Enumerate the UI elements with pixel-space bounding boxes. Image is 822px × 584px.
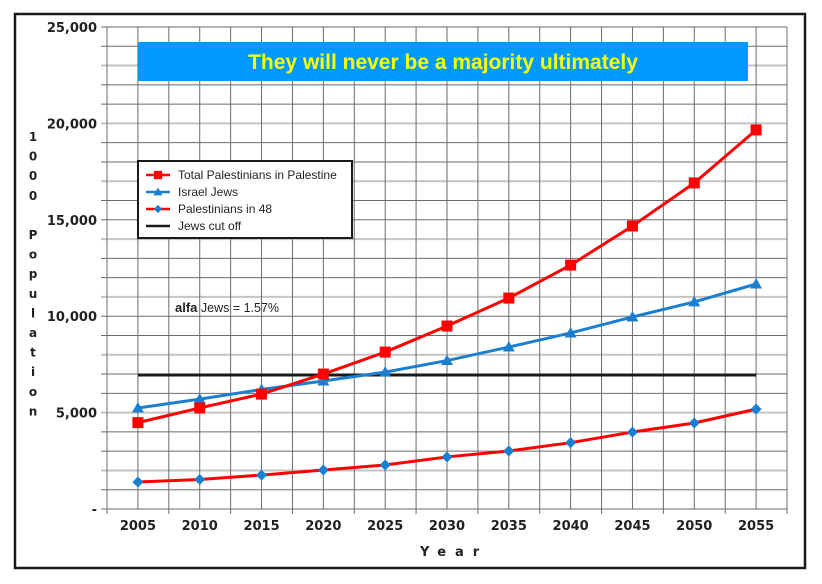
title-background: [138, 42, 748, 81]
data-point-square: [503, 292, 515, 304]
y-axis-ticks: - 5,000 10,000 15,000 20,000 25,000: [47, 21, 97, 518]
data-point-square: [194, 402, 206, 414]
series-layer: [131, 124, 763, 488]
data-point-square: [132, 417, 144, 429]
grid: [101, 26, 788, 514]
y-axis-label-char: 0: [29, 189, 37, 203]
x-axis-ticks: 2005 2010 2015 2020 2025 2030 2035 2040 2045 2050…: [120, 519, 774, 534]
y-axis-label-char: o: [29, 385, 37, 399]
x-tick-label: 2005: [120, 519, 156, 534]
y-axis-label-char: 1: [29, 130, 37, 144]
data-point-square: [565, 259, 577, 271]
y-axis-label-char: n: [29, 404, 38, 418]
data-point-square: [626, 220, 638, 232]
y-tick-label: 15,000: [47, 214, 97, 229]
data-point-triangle: [626, 310, 639, 322]
data-point-square: [750, 124, 762, 136]
x-tick-label: 2015: [243, 519, 279, 534]
y-axis-label-char: 0: [29, 169, 37, 183]
legend-label: Palestinians in 48: [178, 202, 272, 216]
data-point-diamond: [153, 204, 163, 214]
data-point-square: [688, 177, 700, 189]
data-point-triangle: [131, 401, 144, 413]
data-point-diamond: [750, 403, 762, 415]
data-point-triangle: [379, 366, 392, 377]
y-tick-label: 5,000: [56, 407, 97, 422]
data-point-triangle: [688, 295, 701, 307]
series-palestinians-in-48: [132, 403, 762, 488]
y-tick-label: -: [92, 503, 97, 518]
data-point-square: [441, 320, 453, 332]
y-tick-label: 10,000: [47, 310, 97, 325]
y-axis-label-char: 0: [29, 150, 37, 164]
data-point-triangle: [317, 374, 330, 386]
data-point-diamond: [132, 476, 144, 488]
data-point-square: [379, 346, 391, 358]
y-axis-label-char: u: [29, 287, 38, 301]
x-tick-label: 2055: [738, 519, 774, 534]
legend-label: Jews cut off: [178, 219, 242, 233]
y-axis-label-char: o: [29, 248, 37, 262]
legend-box: [137, 160, 353, 239]
y-axis-label-char: i: [31, 365, 35, 379]
data-point-square: [153, 170, 163, 180]
legend-label: Israel Jews: [178, 185, 238, 199]
data-point-diamond: [441, 451, 453, 463]
annotation-text: Jews = 1.57%: [197, 301, 279, 315]
data-point-square: [317, 368, 329, 380]
x-tick-label: 2025: [367, 519, 403, 534]
legend-item: Total Palestinians in Palestine: [146, 168, 337, 182]
data-point-triangle: [193, 393, 206, 404]
annotation-alfa: alfa Jews = 1.57%: [175, 300, 279, 315]
data-point-diamond: [317, 464, 329, 476]
y-axis-label-char: p: [29, 267, 38, 281]
y-axis-label-char: t: [30, 346, 36, 360]
legend-item: Israel Jews: [146, 185, 238, 199]
data-point-diamond: [565, 437, 577, 449]
legend-item: Palestinians in 48: [146, 202, 272, 216]
data-point-triangle: [441, 354, 453, 366]
data-point-diamond: [503, 445, 515, 457]
x-axis-label: Year: [419, 545, 488, 560]
data-point-diamond: [256, 469, 268, 481]
series-total-palestinians-in-palestine: [132, 124, 762, 429]
x-tick-label: 2040: [553, 519, 589, 534]
x-tick-label: 2035: [491, 519, 527, 534]
data-point-diamond: [626, 426, 638, 438]
data-point-triangle: [750, 278, 763, 289]
x-tick-label: 2045: [614, 519, 650, 534]
legend-item: Jews cut off: [146, 219, 242, 233]
chart-title-banner: They will never be a majority ultimately: [138, 42, 748, 81]
y-tick-label: 20,000: [47, 117, 97, 132]
legend-label: Total Palestinians in Palestine: [178, 168, 337, 182]
chart-frame: [13, 12, 807, 570]
data-point-diamond: [688, 417, 700, 429]
x-tick-label: 2020: [305, 519, 341, 534]
y-tick-label: 25,000: [47, 21, 97, 36]
y-axis-label-char: l: [31, 306, 35, 320]
y-axis-label-char: a: [29, 326, 37, 340]
annotation-bold: alfa: [175, 300, 198, 315]
x-tick-label: 2010: [182, 519, 218, 534]
data-point-diamond: [194, 474, 206, 486]
chart-title: They will never be a majority ultimately: [248, 51, 638, 74]
x-tick-label: 2050: [676, 519, 712, 534]
x-tick-label: 2030: [429, 519, 465, 534]
legend: Total Palestinians in Palestine Israel Je…: [137, 160, 353, 239]
data-point-diamond: [379, 459, 391, 471]
data-point-triangle: [153, 187, 163, 196]
data-point-triangle: [502, 341, 515, 352]
data-point-triangle: [564, 326, 577, 338]
y-axis-label-char: P: [29, 228, 38, 242]
data-point-square: [256, 388, 268, 400]
